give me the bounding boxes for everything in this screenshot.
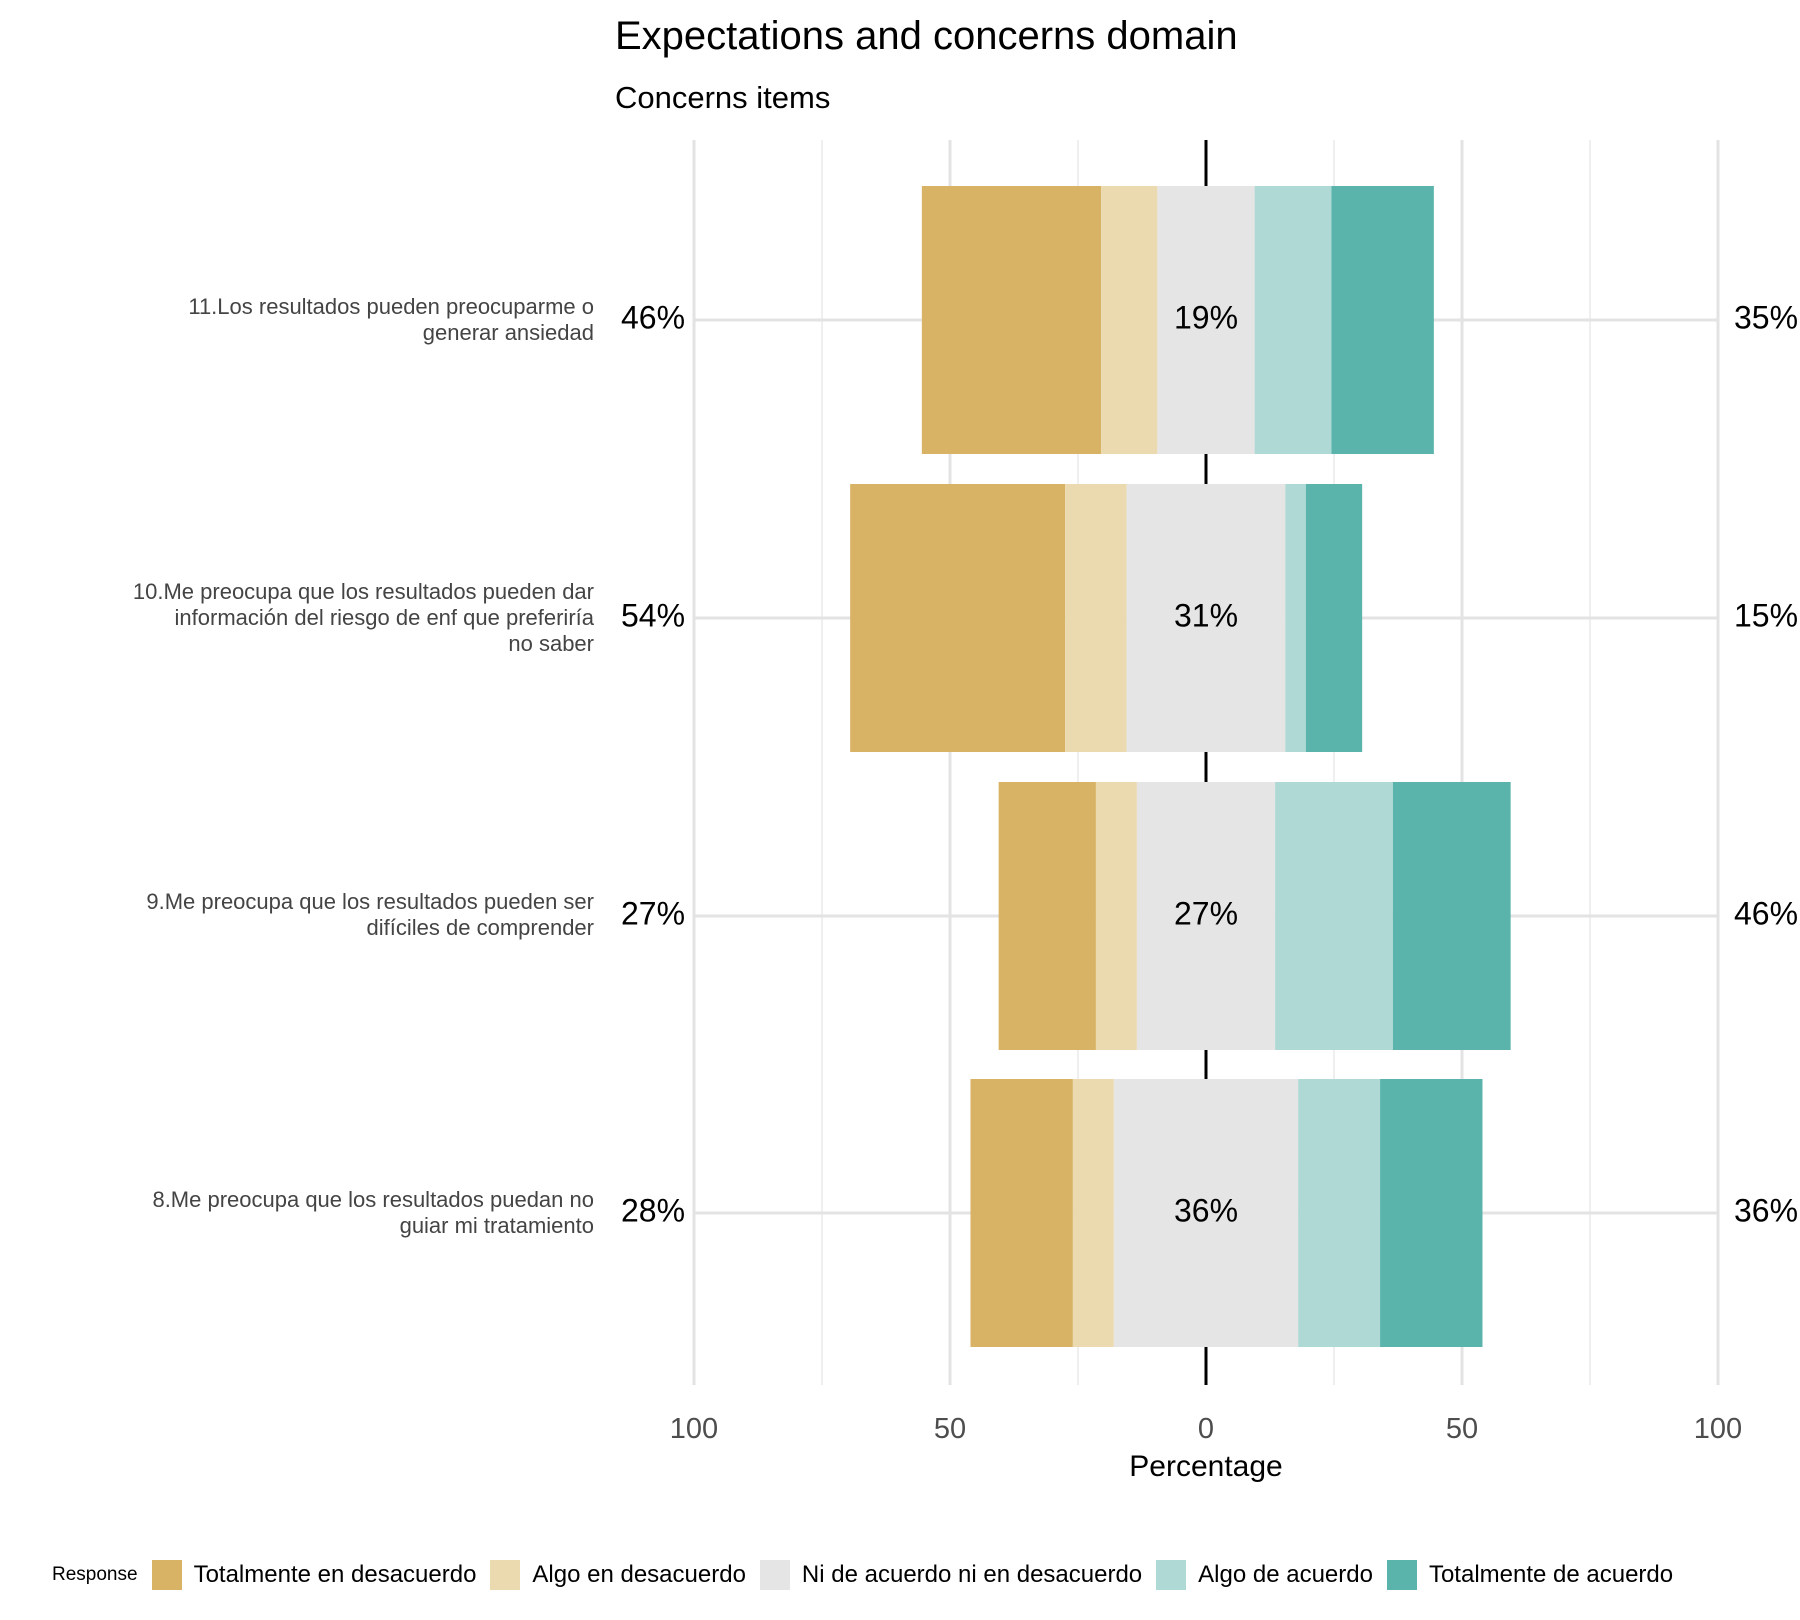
right-percent-label: 46% — [1734, 895, 1798, 931]
x-tick-label: 100 — [670, 1413, 718, 1445]
right-percent-label: 36% — [1734, 1192, 1798, 1228]
legend-label: Totalmente de acuerdo — [1428, 1561, 1674, 1588]
bar-segment — [1072, 1079, 1114, 1347]
legend-swatch — [151, 1560, 182, 1590]
bar-segment — [1095, 782, 1137, 1050]
legend-title: Response — [52, 1564, 138, 1585]
right-percent-label: 35% — [1734, 299, 1798, 335]
legend-label: Ni de acuerdo ni en desacuerdo — [801, 1561, 1143, 1588]
chart-title: Expectations and concerns domain — [615, 14, 1238, 58]
bar-segment — [1136, 782, 1276, 1050]
center-percent-label: 19% — [1174, 299, 1238, 335]
bar-segment — [1298, 1079, 1381, 1347]
bar-segment — [1331, 186, 1434, 454]
bar-segment — [998, 782, 1096, 1050]
left-percent-label: 27% — [621, 895, 685, 931]
bar-segment — [1101, 186, 1158, 454]
bar-segment — [1126, 484, 1286, 752]
center-percent-label: 31% — [1174, 597, 1238, 633]
bar-segment — [1157, 186, 1255, 454]
right-percent-label: 15% — [1734, 597, 1798, 633]
x-tick-label: 0 — [1198, 1413, 1214, 1445]
bar-segment — [1392, 782, 1511, 1050]
bar-segment — [850, 484, 1066, 752]
center-percent-label: 27% — [1174, 895, 1238, 931]
y-category-label: 10.Me preocupa que los resultados pueden… — [132, 579, 594, 656]
left-percent-label: 54% — [621, 597, 685, 633]
legend-swatch — [1386, 1560, 1417, 1590]
legend-item: Totalmente de acuerdo — [1386, 1560, 1674, 1590]
legend-item: Algo de acuerdo — [1156, 1560, 1373, 1590]
legend-swatch — [1156, 1560, 1187, 1590]
x-axis-title: Percentage — [1129, 1450, 1283, 1483]
center-percent-label: 36% — [1174, 1192, 1238, 1228]
x-tick-label: 50 — [1446, 1413, 1478, 1445]
bar-segment — [1380, 1079, 1483, 1347]
bar-segment — [1065, 484, 1127, 752]
y-category-label: 9.Me preocupa que los resultados pueden … — [146, 889, 594, 940]
bar-segment — [1275, 782, 1393, 1050]
legend-swatch — [759, 1560, 790, 1590]
legend-swatch — [490, 1560, 521, 1590]
bar-segment — [1305, 484, 1363, 752]
bar-segment — [921, 186, 1102, 454]
y-category-label: 11.Los resultados pueden preocuparme o ge… — [188, 294, 594, 345]
legend-label: Algo de acuerdo — [1198, 1561, 1373, 1588]
bar-segment — [1254, 186, 1332, 454]
legend-label: Totalmente en desacuerdo — [193, 1561, 477, 1588]
legend-item: Ni de acuerdo ni en desacuerdo — [759, 1560, 1143, 1590]
bar-segment — [1113, 1079, 1299, 1347]
y-category-label: 8.Me preocupa que los resultados puedan … — [152, 1187, 594, 1238]
legend: Response Totalmente en desacuerdo Algo en… — [52, 1558, 1687, 1592]
x-tick-label: 100 — [1694, 1413, 1742, 1445]
left-percent-label: 46% — [621, 299, 685, 335]
bar-segment — [1285, 484, 1306, 752]
bar-segment — [970, 1079, 1073, 1347]
x-tick-label: 50 — [934, 1413, 966, 1445]
left-percent-label: 28% — [621, 1192, 685, 1228]
legend-label: Algo en desacuerdo — [532, 1561, 746, 1588]
legend-item: Algo en desacuerdo — [490, 1560, 746, 1590]
chart-subtitle: Concerns items — [615, 80, 831, 115]
legend-item: Totalmente en desacuerdo — [151, 1560, 477, 1590]
